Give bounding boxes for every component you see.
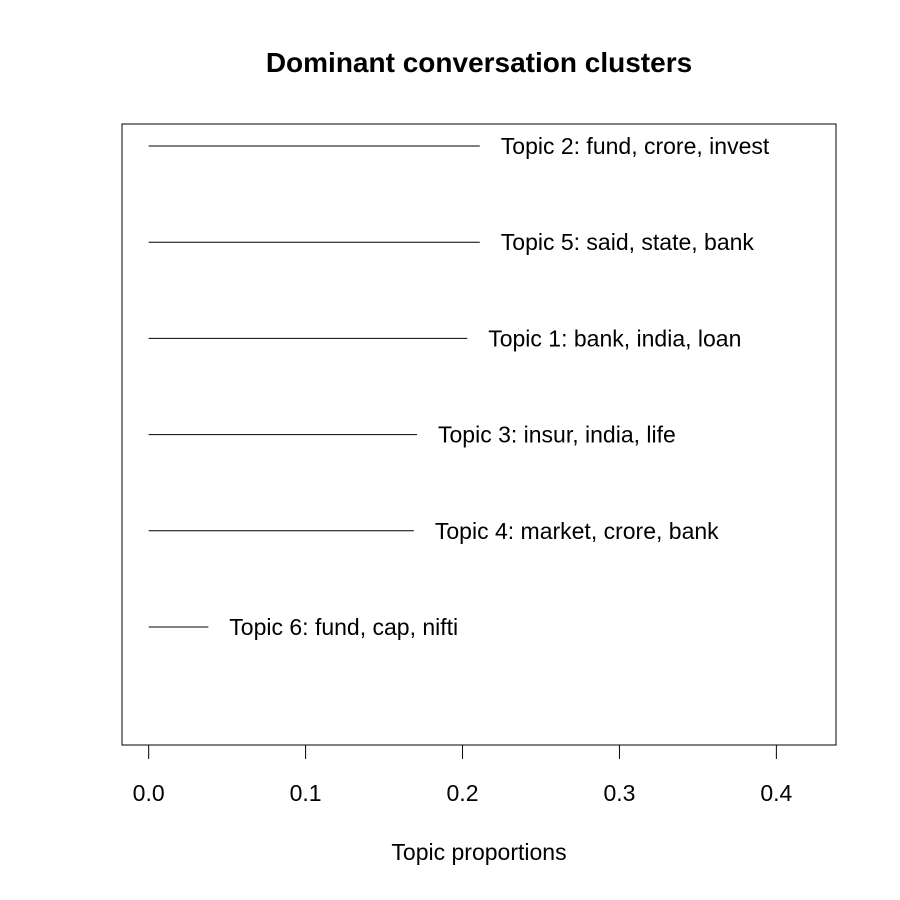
topic-segments: Topic 2: fund, crore, invest Topic 5: sai…	[148, 133, 770, 640]
x-tick-label: 0.2	[447, 780, 479, 806]
topic-label: Topic 4: market, crore, bank	[435, 518, 719, 544]
x-axis-label: Topic proportions	[391, 839, 566, 865]
x-tick-label: 0.0	[133, 780, 165, 806]
x-tick-label: 0.4	[760, 780, 792, 806]
x-tick-label: 0.3	[603, 780, 635, 806]
x-tick-label: 0.1	[290, 780, 322, 806]
topic-label: Topic 6: fund, cap, nifti	[229, 614, 458, 640]
topic-label: Topic 1: bank, india, loan	[488, 325, 741, 351]
topic-label: Topic 5: said, state, bank	[501, 229, 755, 255]
chart-title: Dominant conversation clusters	[266, 47, 692, 78]
topic-label: Topic 3: insur, india, life	[438, 422, 676, 448]
x-axis: 0.0 0.1 0.2 0.3 0.4	[133, 744, 793, 806]
topic-label: Topic 2: fund, crore, invest	[501, 133, 770, 159]
